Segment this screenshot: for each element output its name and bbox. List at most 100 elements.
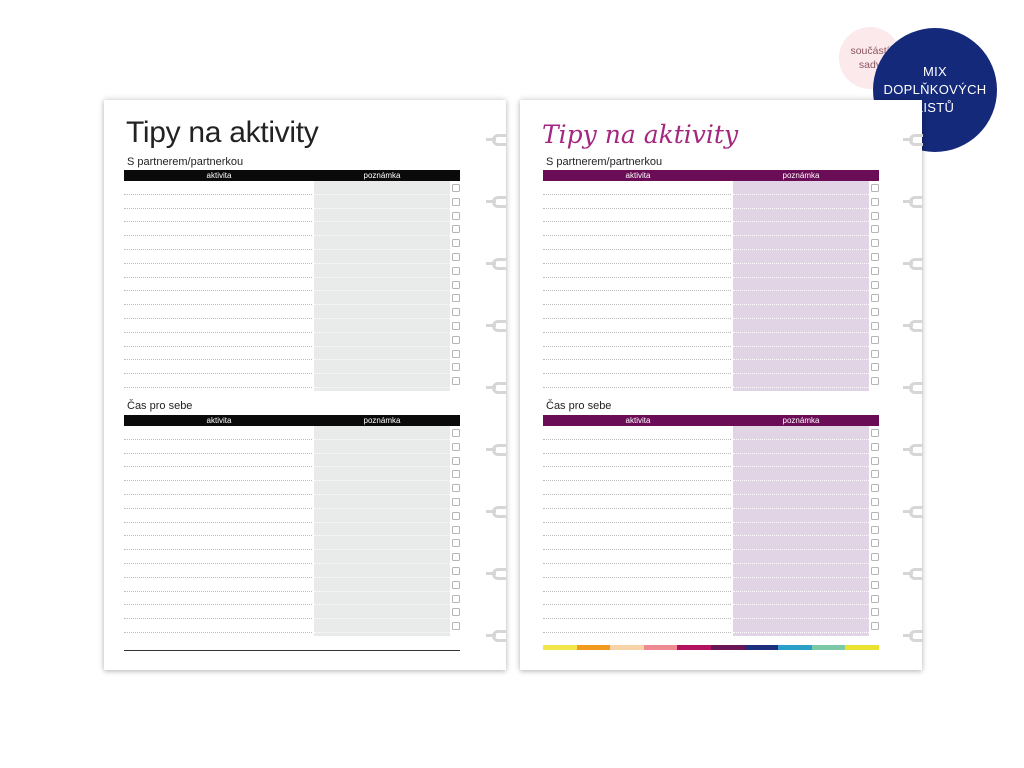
checkbox[interactable]	[452, 539, 460, 548]
checkbox[interactable]	[871, 308, 879, 317]
note-line[interactable]	[733, 562, 869, 564]
checkbox[interactable]	[452, 442, 460, 451]
activity-line[interactable]	[124, 549, 312, 551]
activity-line[interactable]	[124, 618, 312, 620]
activity-line[interactable]	[124, 345, 312, 347]
checkbox[interactable]	[871, 321, 879, 330]
note-line[interactable]	[733, 373, 869, 375]
checkbox[interactable]	[452, 377, 460, 386]
note-line[interactable]	[733, 576, 869, 578]
activity-line[interactable]	[124, 535, 312, 537]
activity-line[interactable]	[124, 480, 312, 482]
activity-line[interactable]	[543, 590, 731, 592]
activity-line[interactable]	[543, 480, 731, 482]
note-line[interactable]	[314, 452, 450, 454]
note-line[interactable]	[314, 235, 450, 237]
activity-line[interactable]	[543, 438, 731, 440]
checkbox[interactable]	[871, 197, 879, 206]
checkbox[interactable]	[452, 470, 460, 479]
note-line[interactable]	[314, 521, 450, 523]
activity-line[interactable]	[124, 290, 312, 292]
note-line[interactable]	[733, 466, 869, 468]
activity-line[interactable]	[543, 248, 731, 250]
note-line[interactable]	[314, 480, 450, 482]
note-line[interactable]	[314, 618, 450, 620]
note-line[interactable]	[314, 535, 450, 537]
checkbox[interactable]	[452, 484, 460, 493]
note-line[interactable]	[314, 248, 450, 250]
checkbox[interactable]	[871, 511, 879, 520]
activity-line[interactable]	[124, 221, 312, 223]
note-line[interactable]	[733, 248, 869, 250]
checkbox[interactable]	[871, 525, 879, 534]
checkbox[interactable]	[871, 335, 879, 344]
note-line[interactable]	[314, 562, 450, 564]
note-line[interactable]	[733, 590, 869, 592]
note-line[interactable]	[314, 304, 450, 306]
activity-line[interactable]	[543, 345, 731, 347]
note-line[interactable]	[314, 207, 450, 209]
activity-line[interactable]	[543, 507, 731, 509]
checkbox[interactable]	[452, 608, 460, 617]
checkbox[interactable]	[452, 335, 460, 344]
note-line[interactable]	[314, 317, 450, 319]
note-line[interactable]	[314, 193, 450, 195]
activity-line[interactable]	[543, 618, 731, 620]
note-line[interactable]	[733, 604, 869, 606]
checkbox[interactable]	[452, 580, 460, 589]
checkbox[interactable]	[452, 321, 460, 330]
activity-line[interactable]	[543, 562, 731, 564]
activity-line[interactable]	[124, 304, 312, 306]
checkbox[interactable]	[871, 566, 879, 575]
note-line[interactable]	[314, 466, 450, 468]
activity-line[interactable]	[543, 549, 731, 551]
checkbox[interactable]	[871, 239, 879, 248]
note-line[interactable]	[733, 207, 869, 209]
checkbox[interactable]	[452, 225, 460, 234]
note-line[interactable]	[314, 576, 450, 578]
checkbox[interactable]	[452, 497, 460, 506]
activity-line[interactable]	[124, 452, 312, 454]
checkbox[interactable]	[452, 429, 460, 437]
checkbox[interactable]	[871, 539, 879, 548]
checkbox[interactable]	[871, 211, 879, 220]
checkbox[interactable]	[871, 349, 879, 358]
note-line[interactable]	[314, 549, 450, 551]
note-line[interactable]	[314, 386, 450, 388]
checkbox[interactable]	[452, 456, 460, 465]
activity-line[interactable]	[543, 576, 731, 578]
activity-line[interactable]	[124, 562, 312, 564]
note-line[interactable]	[733, 235, 869, 237]
activity-line[interactable]	[543, 631, 731, 633]
checkbox[interactable]	[452, 363, 460, 372]
note-line[interactable]	[733, 452, 869, 454]
activity-line[interactable]	[543, 262, 731, 264]
activity-line[interactable]	[124, 235, 312, 237]
checkbox[interactable]	[871, 429, 879, 437]
note-line[interactable]	[314, 631, 450, 633]
note-line[interactable]	[733, 345, 869, 347]
checkbox[interactable]	[871, 497, 879, 506]
activity-line[interactable]	[124, 590, 312, 592]
checkbox[interactable]	[452, 349, 460, 358]
note-line[interactable]	[733, 618, 869, 620]
checkbox[interactable]	[452, 525, 460, 534]
note-line[interactable]	[733, 290, 869, 292]
activity-line[interactable]	[124, 576, 312, 578]
checkbox[interactable]	[871, 252, 879, 261]
activity-line[interactable]	[124, 276, 312, 278]
activity-line[interactable]	[543, 535, 731, 537]
note-line[interactable]	[733, 317, 869, 319]
activity-line[interactable]	[124, 604, 312, 606]
note-line[interactable]	[733, 276, 869, 278]
activity-line[interactable]	[124, 317, 312, 319]
note-line[interactable]	[314, 507, 450, 509]
activity-line[interactable]	[124, 438, 312, 440]
note-line[interactable]	[733, 331, 869, 333]
note-line[interactable]	[733, 193, 869, 195]
activity-line[interactable]	[543, 207, 731, 209]
checkbox[interactable]	[452, 566, 460, 575]
note-line[interactable]	[314, 276, 450, 278]
checkbox[interactable]	[871, 608, 879, 617]
checkbox[interactable]	[871, 594, 879, 603]
